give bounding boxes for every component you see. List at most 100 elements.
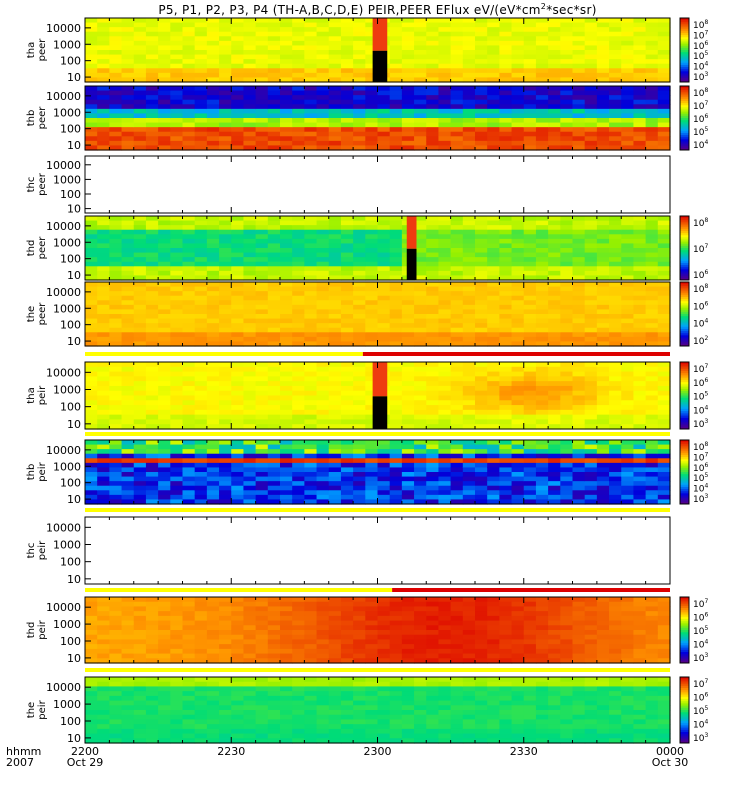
heat-cell [97, 314, 110, 320]
heat-cell [633, 118, 647, 124]
heat-cell [121, 40, 135, 47]
heat-cell [206, 225, 220, 231]
heat-cell [121, 485, 135, 491]
y-tick-label: 1000 [53, 173, 81, 186]
heat-cell [377, 490, 391, 496]
heat-cell [280, 63, 293, 69]
heat-cell [170, 362, 184, 368]
heat-cell [267, 620, 281, 626]
heat-cell [231, 295, 245, 301]
heat-cell [389, 327, 403, 333]
heat-cell [377, 314, 391, 320]
heat-cell [328, 291, 342, 297]
heat-cell [596, 424, 610, 430]
heat-cell [219, 304, 232, 311]
heat-cell [109, 72, 123, 79]
heat-cell [414, 309, 427, 315]
heat-cell [377, 336, 391, 343]
heat-cell [487, 122, 500, 128]
heat-cell [535, 318, 549, 324]
heat-cell [499, 22, 513, 28]
heat-cell [633, 40, 647, 47]
heat-cell [194, 385, 208, 392]
heat-cell [304, 286, 318, 292]
heat-cell [85, 390, 98, 397]
heat-cell [182, 444, 196, 450]
heat-cell [511, 225, 525, 231]
heat-cell [401, 366, 415, 373]
colorbar-cell [680, 484, 689, 488]
colorbar-cell [680, 22, 689, 25]
heat-cell [657, 31, 671, 37]
heat-cell [255, 22, 269, 28]
heat-cell [450, 476, 464, 482]
heat-cell [267, 648, 281, 655]
heat-cell [426, 332, 440, 338]
heat-cell [609, 458, 622, 464]
heat-cell [267, 63, 281, 69]
heat-cell [511, 122, 525, 128]
heat-cell [340, 118, 354, 124]
heat-cell [170, 27, 184, 33]
heat-cell [243, 332, 257, 338]
heat-cell [414, 131, 427, 137]
heat-cell [280, 376, 293, 382]
heat-cell [170, 414, 184, 421]
heat-cell [535, 45, 549, 51]
heat-cell [292, 243, 305, 249]
heat-cell [206, 449, 220, 455]
heat-cell [219, 390, 232, 397]
heat-cell [621, 424, 635, 430]
heat-cell [133, 86, 147, 92]
heat-cell [170, 467, 184, 473]
heat-cell [145, 481, 159, 487]
heat-cell [328, 45, 342, 51]
heat-cell [426, 127, 440, 133]
colorbar-cell [680, 417, 689, 421]
heat-cell [621, 362, 635, 368]
colorbar-cell [680, 324, 689, 328]
heat-cell [97, 18, 110, 24]
heat-cell [523, 467, 537, 473]
heat-cell [426, 108, 440, 115]
heat-cell [109, 286, 123, 292]
y-tick-label: 10000 [46, 220, 81, 233]
heat-cell [109, 270, 123, 277]
colorbar-cell [680, 239, 689, 243]
heat-cell [621, 414, 635, 421]
heat-cell [401, 453, 415, 459]
heat-cell [170, 59, 184, 65]
heat-cell [109, 444, 123, 450]
heat-cell [572, 481, 586, 487]
heat-cell [85, 444, 98, 450]
heat-cell [243, 606, 257, 612]
heat-cell [401, 295, 415, 301]
heat-cell [316, 118, 330, 124]
heat-cell [572, 243, 586, 249]
heat-cell [596, 362, 610, 368]
heat-cell [292, 104, 305, 110]
heat-cell [657, 472, 671, 478]
heat-cell [280, 248, 293, 254]
heat-cell [97, 485, 110, 491]
heat-cell [377, 90, 391, 96]
heat-cell [353, 419, 366, 425]
heat-cell [462, 31, 476, 37]
heat-cell [280, 366, 293, 373]
colorbar-cell [680, 228, 689, 232]
heat-cell [438, 95, 452, 101]
heat-cell [377, 286, 391, 292]
heat-cell [389, 220, 403, 226]
heat-cell [462, 257, 476, 263]
heat-cell [121, 22, 135, 28]
heat-cell [572, 72, 586, 79]
heat-cell [535, 59, 549, 65]
heat-cell [219, 499, 232, 505]
heat-cell [145, 99, 159, 105]
heat-cell [353, 95, 366, 101]
heat-cell [389, 309, 403, 315]
heat-cell [450, 405, 464, 411]
heat-cell [182, 140, 196, 147]
heat-cell [133, 291, 147, 297]
